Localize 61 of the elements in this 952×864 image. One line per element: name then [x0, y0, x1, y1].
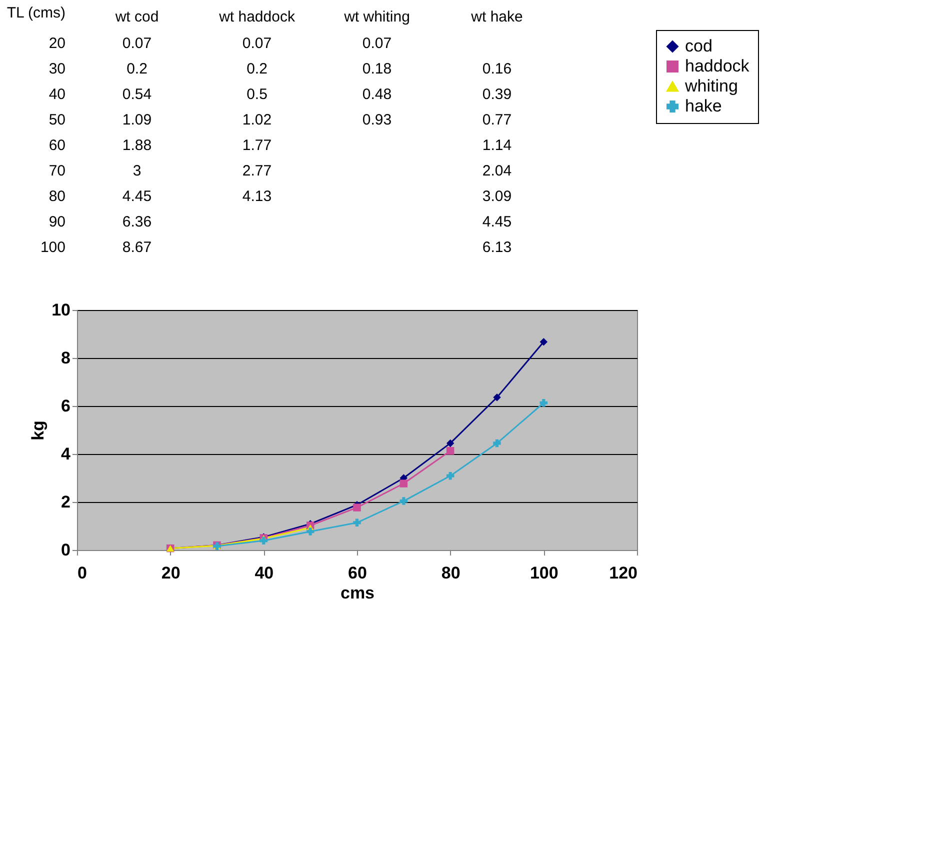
x-tick-label: 100 [530, 564, 558, 582]
data-label: 0.07 [122, 34, 152, 52]
y-tick-label: 6 [61, 396, 70, 416]
x-tick-label: wt cod [114, 8, 159, 26]
x-tick-label: 60 [348, 564, 367, 582]
y-tick-label: 40 [48, 86, 66, 103]
x-tick-label: 20 [161, 564, 180, 582]
y-tick-label: 30 [48, 60, 66, 78]
y-tick-label: 70 [48, 162, 66, 180]
x-tick-label: wt haddock [218, 8, 296, 26]
legend-label: whiting [684, 76, 738, 96]
data-label: 0.5 [246, 86, 268, 103]
data-label: 2.04 [482, 162, 512, 180]
y-tick-label: 90 [48, 214, 66, 231]
x-tick-label: 0 [78, 564, 87, 582]
y-tick-label: 0 [61, 540, 70, 560]
data-label: 0.93 [362, 111, 392, 128]
x-tick-label: 80 [441, 564, 460, 582]
data-label: 1.02 [242, 111, 272, 128]
y-tick-label: 10 [52, 300, 70, 320]
data-label: 1.88 [122, 137, 152, 154]
y-axis-title: TL (cms) [6, 4, 66, 22]
data-label: 0.77 [482, 111, 512, 128]
data-label: 8.67 [122, 239, 152, 256]
data-label: 3.09 [482, 188, 512, 206]
y-tick-label: 100 [40, 239, 66, 256]
y-tick-label: 80 [48, 188, 66, 206]
y-tick-label: 8 [61, 348, 70, 368]
data-label: 0.2 [246, 60, 268, 78]
x-axis-title: cms [340, 584, 375, 602]
x-tick-label: 120 [609, 564, 638, 582]
data-label: 0.07 [242, 34, 272, 52]
data-label: 2.77 [242, 162, 272, 180]
legend-label: haddock [685, 56, 750, 76]
data-label: 0.18 [362, 60, 392, 78]
data-label: 0.39 [482, 86, 512, 103]
data-label: 0.16 [482, 60, 512, 78]
data-label: 6.36 [122, 214, 152, 231]
y-tick-label: 2 [61, 492, 70, 512]
data-label: 0.48 [362, 86, 392, 103]
x-tick-label: wt hake [470, 8, 523, 26]
data-label: 4.45 [122, 188, 152, 206]
data-label: 1.14 [482, 137, 512, 154]
data-label: 0.54 [122, 86, 152, 103]
y-tick-label: 4 [61, 444, 72, 464]
y-tick-label: 60 [48, 137, 66, 154]
data-label: 3 [132, 162, 142, 180]
data-label: 4.13 [242, 188, 272, 206]
legend-label: hake [685, 96, 722, 116]
y-tick-label: 20 [48, 34, 66, 52]
data-label: 0.07 [362, 34, 392, 52]
data-label: 4.45 [482, 214, 512, 231]
data-label: 0.2 [126, 60, 148, 78]
x-tick-label: wt whiting [343, 8, 410, 26]
data-label: 1.09 [122, 111, 152, 128]
legend-label: cod [685, 36, 712, 56]
y-axis-title: kg [28, 420, 48, 440]
data-label: 6.13 [482, 239, 512, 256]
x-tick-label: 40 [254, 564, 274, 582]
y-tick-label: 50 [48, 111, 66, 128]
data-label: 1.77 [242, 137, 272, 154]
